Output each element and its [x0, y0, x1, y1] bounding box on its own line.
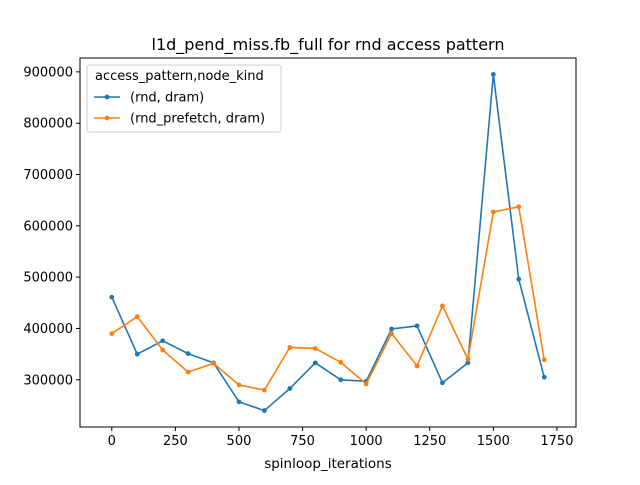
y-tick-label: 300000: [23, 373, 73, 388]
data-point: [109, 294, 115, 300]
x-tick-label: 1000: [350, 434, 383, 449]
y-tick-label: 400000: [23, 322, 73, 337]
data-point: [134, 351, 140, 357]
legend-marker: [104, 115, 110, 121]
x-tick-label: 0: [108, 434, 116, 449]
x-tick-label: 1750: [540, 434, 573, 449]
data-point: [109, 331, 115, 336]
data-point: [490, 209, 496, 215]
data-point: [287, 345, 293, 350]
x-tick-label: 750: [290, 434, 315, 449]
legend: access_pattern,node_kind (rnd, dram) (rnd…: [86, 64, 282, 133]
legend-title: access_pattern,node_kind: [95, 69, 264, 84]
data-point: [312, 360, 318, 366]
legend-marker: [104, 94, 110, 100]
y-tick-label: 500000: [23, 271, 73, 286]
legend-frame: [86, 64, 282, 133]
data-point: [465, 356, 471, 362]
data-point: [516, 276, 522, 282]
data-point: [262, 387, 267, 393]
x-axis-label: spinloop_iterations: [264, 456, 392, 472]
data-point: [363, 381, 369, 387]
data-point: [287, 386, 293, 391]
data-point: [185, 351, 191, 357]
data-point: [160, 338, 166, 344]
y-tick-label: 700000: [23, 168, 73, 183]
data-point: [338, 359, 344, 365]
series-line: [111, 206, 545, 391]
x-tick-label: 1250: [413, 434, 446, 449]
data-point: [414, 323, 420, 329]
data-point: [338, 377, 344, 383]
data-point: [389, 331, 394, 336]
data-point: [465, 360, 471, 366]
legend-label: (rnd, dram): [130, 91, 204, 106]
data-point: [134, 314, 140, 320]
data-point: [185, 369, 191, 375]
data-point: [312, 346, 318, 351]
data-point: [516, 204, 522, 210]
x-tick-label: 250: [163, 434, 188, 449]
legend-label: (rnd_prefetch, dram): [130, 112, 265, 127]
y-tick-label: 600000: [23, 219, 73, 234]
y-axis: 300000 400000 500000 600000 700000 800000 9000…: [23, 65, 80, 388]
series-layer: [109, 72, 547, 413]
data-point: [389, 326, 394, 332]
data-point: [440, 380, 445, 386]
y-tick-label: 900000: [23, 65, 73, 80]
x-tick-label: 1500: [477, 434, 510, 449]
chart-title: l1d_pend_miss.fb_full for rnd access pat…: [152, 35, 505, 55]
data-point: [414, 363, 420, 369]
data-point: [541, 357, 547, 363]
data-point: [541, 374, 547, 380]
data-point: [236, 382, 242, 388]
data-point: [490, 72, 496, 77]
x-axis: 0 250 500 750 1000 1250 1500 1750: [108, 427, 573, 449]
series-line: [111, 73, 545, 412]
data-point: [440, 303, 445, 309]
data-point: [236, 399, 242, 405]
data-point: [160, 347, 166, 353]
plot-area: [79, 57, 577, 428]
data-point: [262, 408, 267, 413]
x-tick-label: 500: [227, 434, 252, 449]
y-tick-label: 800000: [23, 117, 73, 132]
data-point: [211, 360, 216, 366]
